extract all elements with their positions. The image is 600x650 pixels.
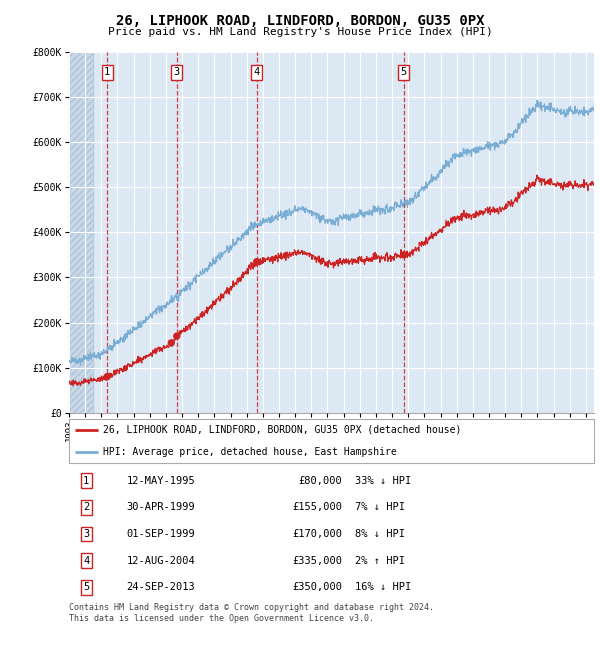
Text: 30-APR-1999: 30-APR-1999 bbox=[127, 502, 195, 512]
Text: 4: 4 bbox=[254, 68, 260, 77]
Text: 12-AUG-2004: 12-AUG-2004 bbox=[127, 556, 195, 566]
Text: 26, LIPHOOK ROAD, LINDFORD, BORDON, GU35 0PX: 26, LIPHOOK ROAD, LINDFORD, BORDON, GU35… bbox=[116, 14, 484, 28]
Text: £80,000: £80,000 bbox=[298, 476, 342, 486]
Text: 2% ↑ HPI: 2% ↑ HPI bbox=[355, 556, 405, 566]
Text: 7% ↓ HPI: 7% ↓ HPI bbox=[355, 502, 405, 512]
Text: 16% ↓ HPI: 16% ↓ HPI bbox=[355, 582, 412, 592]
Text: 1: 1 bbox=[83, 476, 89, 486]
Text: £155,000: £155,000 bbox=[292, 502, 342, 512]
Point bbox=[399, 250, 409, 260]
Text: 24-SEP-2013: 24-SEP-2013 bbox=[127, 582, 195, 592]
Text: 4: 4 bbox=[83, 556, 89, 566]
Text: Price paid vs. HM Land Registry's House Price Index (HPI): Price paid vs. HM Land Registry's House … bbox=[107, 27, 493, 37]
Text: £350,000: £350,000 bbox=[292, 582, 342, 592]
Text: Contains HM Land Registry data © Crown copyright and database right 2024.
This d: Contains HM Land Registry data © Crown c… bbox=[69, 603, 434, 623]
Point bbox=[166, 337, 176, 348]
Text: 12-MAY-1995: 12-MAY-1995 bbox=[127, 476, 195, 486]
Text: 8% ↓ HPI: 8% ↓ HPI bbox=[355, 529, 405, 539]
Text: 3: 3 bbox=[173, 68, 180, 77]
Text: 01-SEP-1999: 01-SEP-1999 bbox=[127, 529, 195, 539]
Text: HPI: Average price, detached house, East Hampshire: HPI: Average price, detached house, East… bbox=[103, 447, 397, 457]
Text: 26, LIPHOOK ROAD, LINDFORD, BORDON, GU35 0PX (detached house): 26, LIPHOOK ROAD, LINDFORD, BORDON, GU35… bbox=[103, 424, 461, 435]
Text: 33% ↓ HPI: 33% ↓ HPI bbox=[355, 476, 412, 486]
Text: 5: 5 bbox=[83, 582, 89, 592]
Point bbox=[172, 331, 182, 341]
Point bbox=[103, 372, 112, 382]
Point bbox=[252, 257, 262, 267]
Text: £335,000: £335,000 bbox=[292, 556, 342, 566]
Bar bbox=[69, 52, 93, 413]
Text: 3: 3 bbox=[83, 529, 89, 539]
Text: 1: 1 bbox=[104, 68, 110, 77]
Text: 2: 2 bbox=[83, 502, 89, 512]
Bar bbox=[69, 52, 93, 413]
Text: 5: 5 bbox=[401, 68, 407, 77]
Text: £170,000: £170,000 bbox=[292, 529, 342, 539]
